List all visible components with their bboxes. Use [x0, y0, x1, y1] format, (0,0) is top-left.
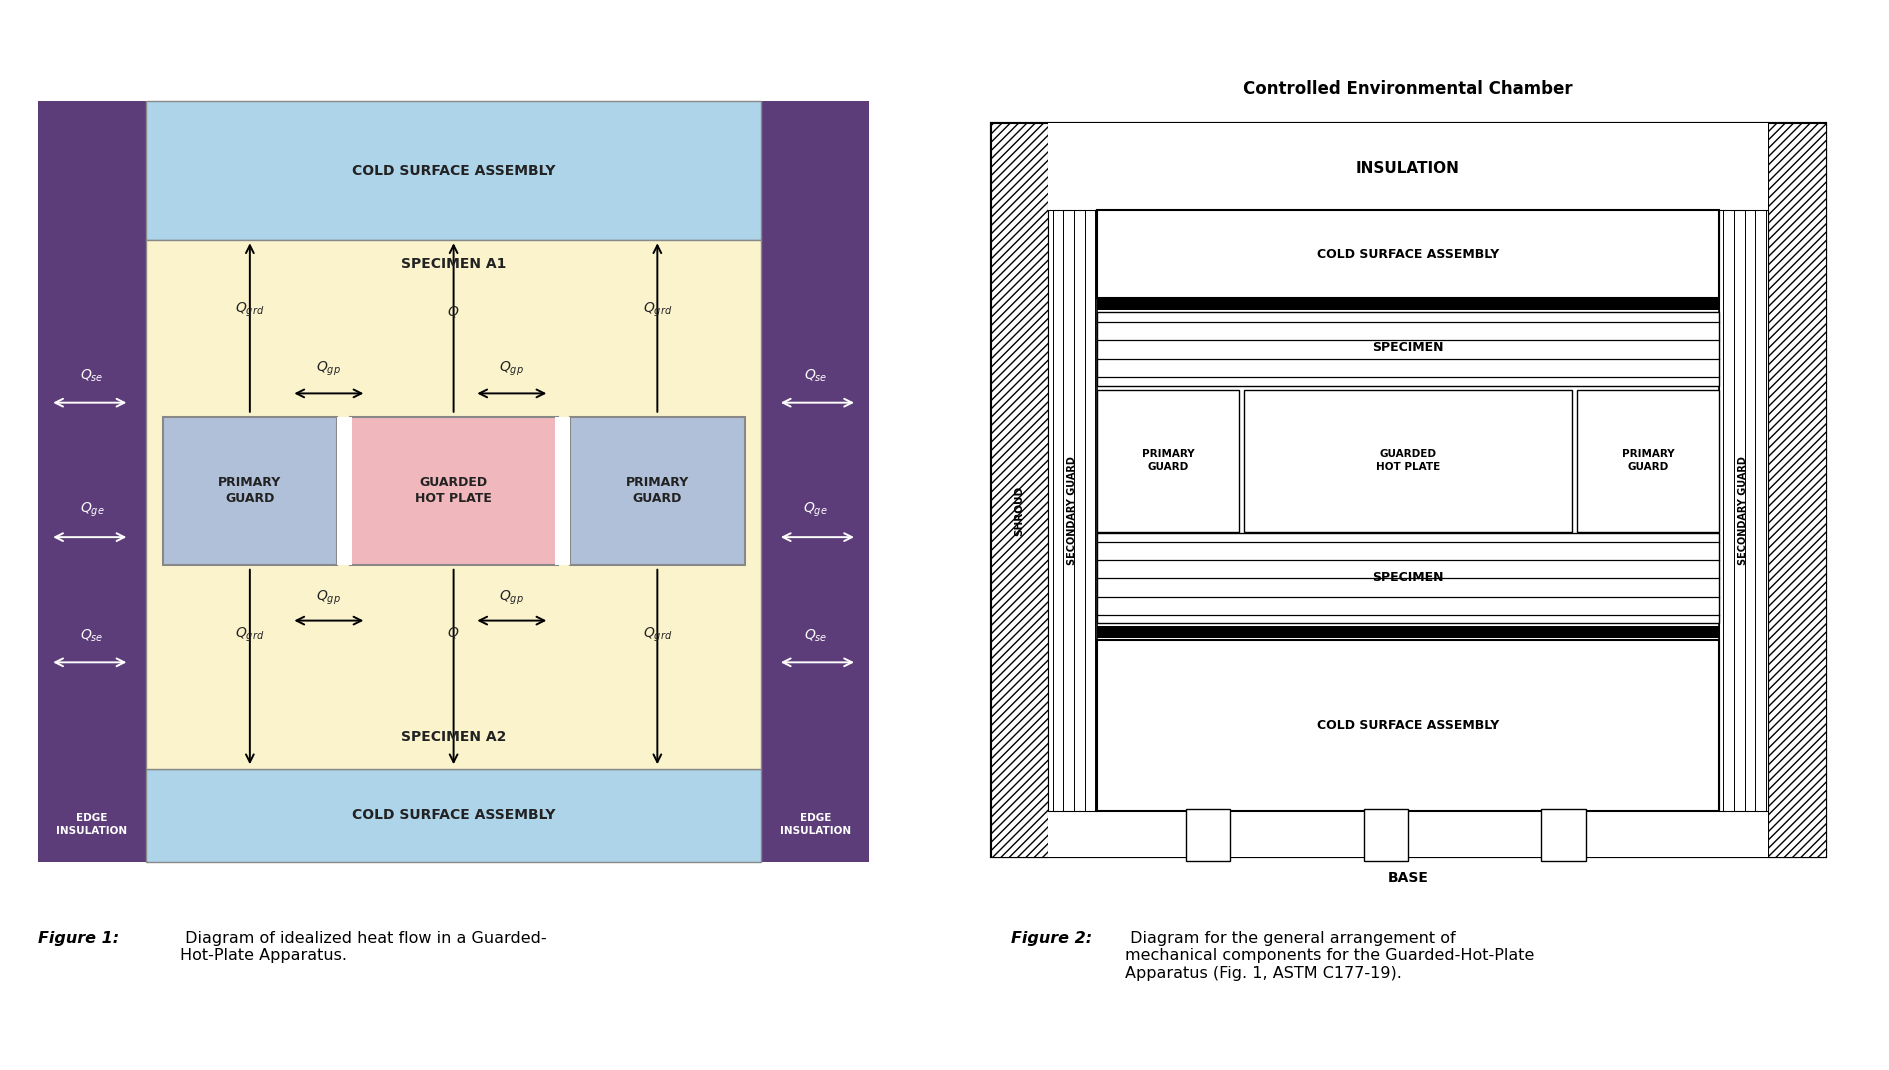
- Text: Diagram of idealized heat flow in a Guarded-
Hot-Plate Apparatus.: Diagram of idealized heat flow in a Guar…: [179, 931, 546, 963]
- Text: Diagram for the general arrangement of
mechanical components for the Guarded-Hot: Diagram for the general arrangement of m…: [1124, 931, 1534, 981]
- Text: COLD SURFACE ASSEMBLY: COLD SURFACE ASSEMBLY: [1317, 719, 1498, 732]
- Text: GUARDED
HOT PLATE: GUARDED HOT PLATE: [1375, 449, 1439, 472]
- Bar: [1096, 297, 1719, 310]
- Text: $Q_{gp}$: $Q_{gp}$: [499, 360, 523, 378]
- Bar: [990, 123, 1825, 857]
- Text: SHROUD: SHROUD: [1013, 486, 1024, 536]
- Text: PRIMARY
GUARD: PRIMARY GUARD: [217, 476, 281, 505]
- Text: $Q_{se}$: $Q_{se}$: [803, 627, 827, 644]
- Text: $Q_{se}$: $Q_{se}$: [803, 368, 827, 384]
- Bar: [570, 416, 744, 565]
- Text: $Q$: $Q$: [448, 304, 459, 319]
- Text: $Q_{grd}$: $Q_{grd}$: [234, 301, 264, 319]
- Bar: [1096, 640, 1719, 811]
- Text: $Q_{grd}$: $Q_{grd}$: [642, 301, 672, 319]
- Text: SPECIMEN A2: SPECIMEN A2: [400, 730, 506, 744]
- Text: SPECIMEN: SPECIMEN: [1371, 571, 1443, 584]
- Text: COLD SURFACE ASSEMBLY: COLD SURFACE ASSEMBLY: [1317, 248, 1498, 261]
- Text: $Q_{ge}$: $Q_{ge}$: [79, 501, 104, 519]
- Text: PRIMARY
GUARD: PRIMARY GUARD: [1141, 449, 1194, 472]
- Text: BASE: BASE: [1387, 871, 1428, 885]
- Text: $Q_{gp}$: $Q_{gp}$: [315, 588, 342, 607]
- Text: COLD SURFACE ASSEMBLY: COLD SURFACE ASSEMBLY: [351, 164, 555, 178]
- Bar: [761, 102, 869, 861]
- Bar: [1096, 389, 1239, 532]
- Bar: [1766, 123, 1825, 857]
- Text: $Q_{se}$: $Q_{se}$: [79, 627, 104, 644]
- Bar: [1575, 389, 1717, 532]
- Text: $Q_{ge}$: $Q_{ge}$: [803, 501, 827, 519]
- Bar: [145, 769, 761, 861]
- Bar: [145, 241, 761, 769]
- Bar: [38, 102, 145, 861]
- Text: SPECIMEN: SPECIMEN: [1371, 341, 1443, 354]
- Bar: [1096, 210, 1719, 811]
- Text: SECONDARY GUARD: SECONDARY GUARD: [1067, 456, 1077, 565]
- Text: INSULATION: INSULATION: [1356, 160, 1458, 177]
- Text: $Q_{se}$: $Q_{se}$: [79, 368, 104, 384]
- Bar: [349, 416, 557, 565]
- Bar: [1048, 123, 1766, 857]
- Text: SPECIMEN A1: SPECIMEN A1: [400, 257, 506, 271]
- Bar: [1541, 810, 1585, 861]
- Text: $Q_{gp}$: $Q_{gp}$: [315, 360, 342, 378]
- Text: SECONDARY GUARD: SECONDARY GUARD: [1738, 456, 1747, 565]
- Text: EDGE
INSULATION: EDGE INSULATION: [57, 813, 127, 836]
- Bar: [1362, 810, 1407, 861]
- Text: PRIMARY
GUARD: PRIMARY GUARD: [1621, 449, 1674, 472]
- Bar: [1186, 810, 1230, 861]
- Bar: [145, 102, 761, 241]
- Text: $Q_{grd}$: $Q_{grd}$: [642, 625, 672, 643]
- Bar: [555, 416, 570, 565]
- Text: GUARDED
HOT PLATE: GUARDED HOT PLATE: [416, 476, 491, 505]
- Bar: [1243, 389, 1572, 532]
- Bar: [162, 416, 336, 565]
- Bar: [1048, 210, 1096, 811]
- Bar: [1096, 626, 1719, 639]
- Bar: [990, 123, 1048, 857]
- Text: Controlled Environmental Chamber: Controlled Environmental Chamber: [1243, 80, 1572, 98]
- Bar: [336, 416, 351, 565]
- Text: $Q_{gp}$: $Q_{gp}$: [499, 588, 523, 607]
- Text: Figure 1:: Figure 1:: [38, 931, 119, 946]
- Text: $Q_{grd}$: $Q_{grd}$: [234, 625, 264, 643]
- Bar: [1719, 210, 1766, 811]
- Bar: [1096, 533, 1719, 624]
- Text: PRIMARY
GUARD: PRIMARY GUARD: [625, 476, 689, 505]
- Bar: [1096, 312, 1719, 385]
- Bar: [1096, 210, 1719, 297]
- Text: Figure 2:: Figure 2:: [1011, 931, 1092, 946]
- Text: EDGE
INSULATION: EDGE INSULATION: [780, 813, 850, 836]
- Bar: [990, 123, 1825, 857]
- Text: $Q$: $Q$: [448, 625, 459, 640]
- Text: COLD SURFACE ASSEMBLY: COLD SURFACE ASSEMBLY: [351, 808, 555, 823]
